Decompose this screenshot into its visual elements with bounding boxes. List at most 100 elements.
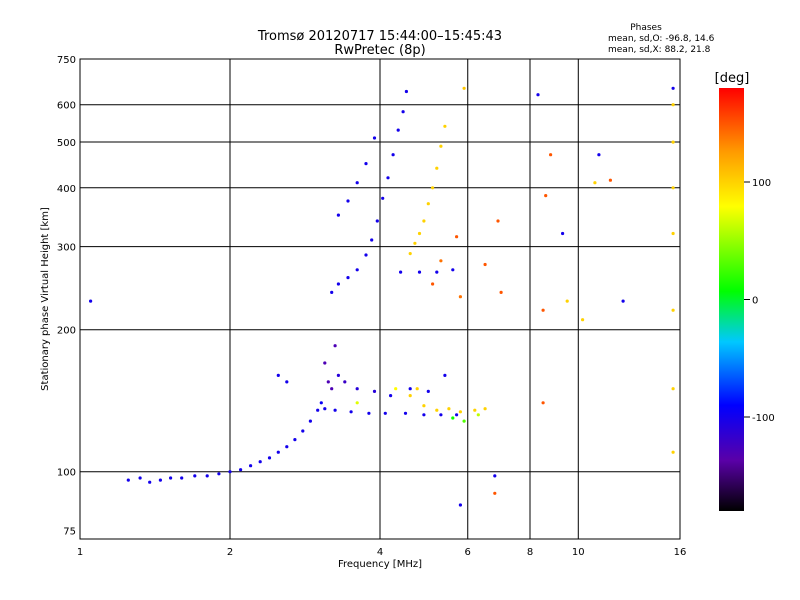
data-point	[372, 389, 377, 393]
data-point	[404, 89, 408, 94]
phases-x-stats: mean, sd,X: 88.2, 21.8	[608, 45, 711, 55]
data-point	[462, 419, 466, 423]
data-points	[89, 86, 675, 507]
data-point	[364, 162, 368, 166]
data-point	[426, 202, 430, 206]
data-point	[349, 410, 353, 414]
data-point	[422, 219, 426, 223]
data-point	[336, 282, 340, 286]
data-point	[126, 478, 130, 482]
data-point	[417, 231, 422, 236]
data-point	[249, 464, 253, 468]
data-point	[336, 373, 340, 377]
data-point	[458, 503, 462, 507]
data-point	[333, 408, 337, 412]
data-point	[439, 413, 443, 417]
colorbar-tick-label: -100	[752, 413, 775, 424]
data-point	[422, 413, 426, 417]
chart-subtitle: RwPretec (8p)	[334, 43, 425, 58]
data-point	[422, 404, 426, 408]
data-point	[301, 429, 305, 433]
phases-title: Phases	[630, 23, 662, 33]
data-point	[330, 387, 334, 391]
data-point	[364, 253, 368, 257]
data-point	[493, 474, 497, 478]
data-point	[451, 416, 455, 420]
data-point	[346, 199, 350, 203]
data-point	[493, 491, 497, 495]
data-point	[372, 136, 377, 140]
data-point	[394, 387, 398, 391]
data-point	[386, 176, 390, 180]
x-axis-label: Frequency [MHz]	[338, 559, 422, 570]
data-point	[239, 468, 243, 472]
data-point	[138, 476, 142, 480]
data-point	[473, 408, 477, 412]
data-point	[671, 140, 675, 144]
phases-o-stats: mean, sd,O: -96.8, 14.6	[608, 34, 715, 44]
data-point	[370, 238, 374, 242]
data-point	[462, 86, 466, 90]
data-point	[276, 373, 280, 377]
data-point	[285, 445, 289, 449]
data-point	[544, 194, 548, 198]
y-tick-label: 750	[57, 55, 76, 66]
data-point	[355, 401, 359, 405]
data-point	[671, 86, 675, 90]
data-point	[608, 178, 613, 182]
x-tick-label: 4	[377, 547, 383, 558]
data-point	[355, 181, 359, 185]
data-point	[205, 474, 209, 478]
data-point	[455, 235, 459, 239]
data-point	[458, 410, 462, 414]
data-point	[671, 103, 675, 107]
data-point	[228, 470, 232, 474]
data-point	[180, 476, 184, 480]
data-point	[426, 389, 430, 393]
data-point	[308, 419, 312, 423]
data-point	[330, 290, 334, 294]
data-point	[593, 181, 597, 185]
y-tick-label: 400	[57, 184, 76, 195]
y-tick-label: 300	[57, 243, 76, 254]
data-point	[549, 153, 553, 157]
y-tick-label: 75	[63, 527, 76, 538]
data-point	[541, 308, 545, 312]
data-point	[375, 219, 379, 223]
data-point	[476, 413, 480, 417]
data-point	[581, 318, 585, 322]
data-point	[285, 380, 289, 384]
colorbar-ticks: 100 0 -100	[744, 178, 775, 424]
data-point	[408, 387, 412, 391]
data-point	[496, 219, 500, 223]
data-point	[389, 394, 393, 398]
data-point	[413, 241, 417, 245]
data-point	[267, 456, 272, 460]
data-point	[443, 373, 447, 377]
x-tick-label: 1	[77, 547, 83, 558]
data-point	[391, 153, 395, 157]
data-point	[396, 128, 400, 132]
data-point	[447, 407, 451, 411]
data-point	[499, 290, 503, 294]
data-point	[89, 299, 93, 303]
data-point	[336, 213, 340, 217]
data-point	[408, 252, 412, 256]
data-point	[383, 411, 387, 415]
data-point	[316, 408, 320, 412]
data-point	[443, 124, 447, 128]
data-point	[671, 186, 675, 190]
data-point	[333, 344, 337, 348]
data-point	[346, 276, 350, 280]
data-point	[408, 394, 412, 398]
data-point	[417, 270, 422, 274]
tick-labels: 1 2 4 6 8 10 16 75 100 200 300 400 500 600 750	[57, 55, 686, 558]
chart-title: Tromsø 20120717 15:44:00–15:45:43	[257, 29, 502, 44]
data-point	[435, 166, 439, 170]
y-tick-label: 200	[57, 326, 76, 337]
colorbar	[719, 88, 744, 511]
data-point	[323, 361, 327, 365]
data-point	[399, 270, 403, 274]
data-point	[401, 110, 405, 114]
y-tick-label: 500	[57, 138, 76, 149]
